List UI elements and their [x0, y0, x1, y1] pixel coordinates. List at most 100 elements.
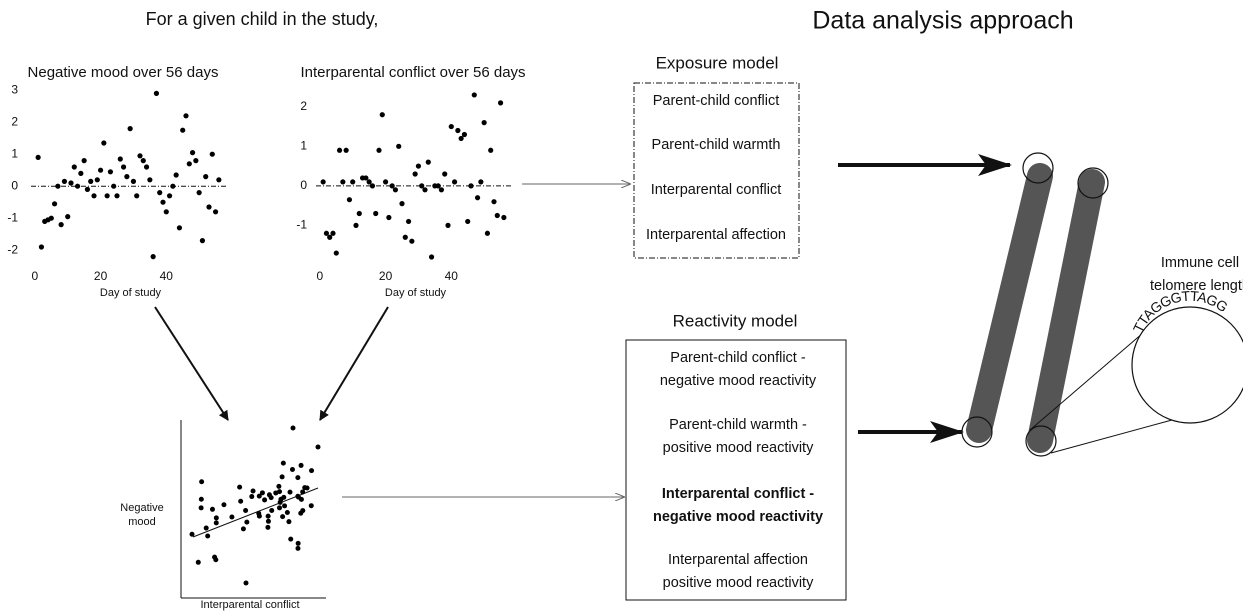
decor-point [290, 425, 296, 431]
point [428, 254, 435, 260]
chromosome: TTAGGGTTAGG Immune cell telomere length [961, 152, 1243, 457]
x-axis-label: Day of study [100, 287, 162, 299]
point [481, 120, 487, 126]
y-tick-label: 0 [11, 178, 18, 192]
decor-point [259, 490, 265, 496]
point [392, 187, 399, 193]
reactivity-item: Interparental conflict - [662, 486, 814, 502]
point [330, 230, 336, 236]
point [35, 154, 41, 160]
point [455, 127, 461, 134]
decor-point [288, 536, 294, 542]
point [193, 158, 199, 164]
decor-point [287, 489, 293, 495]
decor-point [277, 499, 283, 505]
y-tick-label: -1 [7, 210, 18, 224]
decor-point [262, 497, 268, 503]
telomere [961, 416, 993, 448]
decor-point [289, 467, 295, 473]
point [379, 112, 385, 118]
point [104, 193, 110, 199]
decor-point [304, 485, 310, 491]
point [81, 158, 87, 164]
point [491, 199, 497, 205]
point [160, 199, 166, 205]
point [199, 238, 206, 244]
decor-point [295, 540, 301, 546]
y-tick-label: -1 [296, 218, 307, 232]
point [350, 179, 356, 185]
decor-point [213, 557, 219, 563]
point [415, 163, 422, 169]
decor-point [213, 520, 219, 526]
point [101, 140, 107, 146]
reactivity-box [625, 339, 847, 601]
reactivity-item: Parent-child warmth - [669, 417, 807, 433]
decor-point [189, 531, 195, 537]
exposure-item: Interparental conflict [651, 182, 782, 198]
point [445, 222, 451, 228]
reactivity-item: Parent-child conflict - [670, 350, 806, 366]
decor-point [277, 489, 283, 495]
point [153, 90, 160, 96]
x-tick-label: 0 [317, 269, 324, 283]
point [320, 179, 326, 185]
point [88, 178, 94, 184]
decor-point [281, 494, 287, 500]
y-tick-label: 1 [300, 139, 307, 153]
point [373, 210, 379, 217]
decor-point [203, 525, 209, 531]
decor-point [276, 483, 282, 489]
point [402, 234, 408, 240]
point [422, 187, 428, 193]
point [376, 147, 382, 153]
point [134, 193, 140, 199]
point [61, 178, 68, 184]
y-tick-label: -2 [7, 242, 18, 256]
point [55, 183, 61, 189]
point [150, 254, 156, 260]
decor-point [265, 518, 271, 524]
x-axis-label: Interparental conflict [200, 599, 299, 611]
exposure-item: Interparental affection [646, 227, 786, 243]
point [396, 143, 402, 149]
point [340, 179, 346, 185]
point [409, 238, 415, 244]
point [206, 204, 212, 210]
point [124, 174, 130, 180]
decor-point [238, 498, 244, 504]
point [111, 183, 117, 189]
x-axis-label: Day of study [385, 287, 447, 299]
decor-point [240, 526, 246, 532]
association-plot: Negative mood Interparental conflict [120, 420, 326, 611]
point [438, 187, 445, 193]
scatter-chart: Negative mood over 56 days 3 2 1 0 -1 -2 0 20 40 D… [7, 64, 227, 299]
decor-point [309, 468, 315, 474]
decor-point [195, 559, 201, 565]
point [176, 225, 183, 231]
decor-point [268, 495, 274, 501]
point [71, 164, 77, 170]
decor-point [198, 505, 204, 511]
reactivity-item: positive mood reactivity [663, 440, 814, 456]
point [399, 201, 405, 207]
decor-point [237, 484, 243, 490]
point [147, 177, 153, 183]
zoom-line [1050, 419, 1173, 454]
point [48, 215, 54, 221]
decor-point [298, 462, 304, 468]
x-tick-label: 20 [379, 269, 393, 283]
exposure-box [633, 82, 800, 259]
point [91, 193, 97, 199]
decor-point [280, 514, 286, 520]
point [488, 147, 494, 153]
point [212, 209, 219, 215]
chart-title: Negative mood over 56 days [28, 64, 219, 81]
point [203, 174, 209, 180]
point [323, 230, 330, 236]
header-right: Data analysis approach [812, 7, 1073, 35]
decor-point [221, 502, 227, 508]
decor-point [295, 475, 301, 481]
x-tick-label: 40 [160, 269, 174, 283]
point [333, 250, 339, 256]
